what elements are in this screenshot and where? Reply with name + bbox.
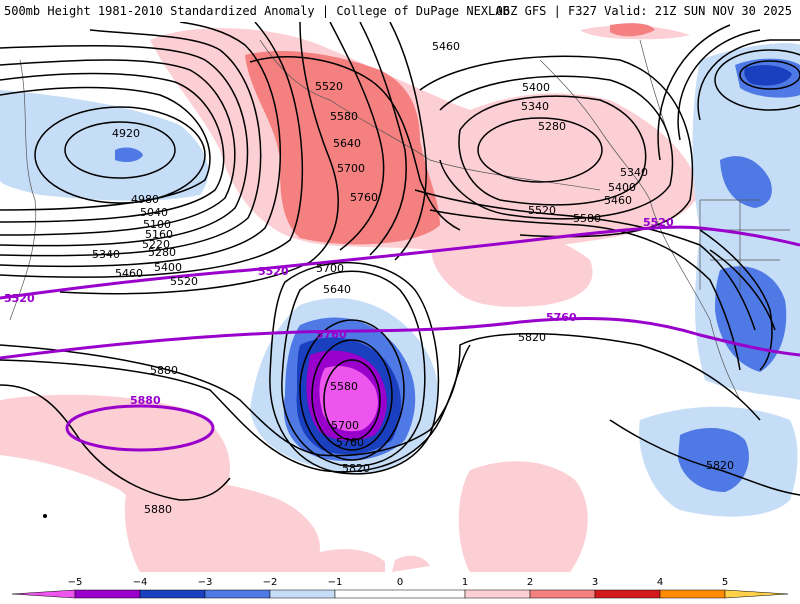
- contour-label: 5700: [331, 419, 359, 432]
- colorbar-tick-label: 5: [722, 577, 728, 588]
- contour-label: 5880: [150, 364, 178, 377]
- contour-label: 5880: [144, 503, 172, 516]
- contour-label: 5280: [538, 120, 566, 133]
- colorbar-segment: [595, 590, 660, 598]
- contour-label: 5640: [333, 137, 361, 150]
- reference-label: 5520: [258, 265, 289, 278]
- contour-label: 5760: [350, 191, 378, 204]
- colorbar-tick-label: −5: [68, 577, 83, 588]
- colorbar-tick-label: 3: [592, 577, 598, 588]
- negative-anomaly-area: [0, 90, 208, 201]
- contour-label: 5460: [432, 40, 460, 53]
- colorbar-tick-label: −4: [133, 577, 148, 588]
- positive-anomaly-area: [392, 556, 430, 572]
- reference-label: 5520: [4, 292, 35, 305]
- contour-label: 5820: [342, 462, 370, 475]
- contour-label: 5760: [336, 436, 364, 449]
- colorbar-tick-label: −2: [263, 577, 278, 588]
- colorbar-segment: [75, 590, 140, 598]
- reference-label: 5760: [316, 328, 347, 341]
- colorbar-tick-label: −3: [198, 577, 213, 588]
- colorbar-segment: [205, 590, 270, 598]
- reference-label: 5760: [546, 311, 577, 324]
- colorbar-segment: [660, 590, 725, 598]
- contour-label: 5520: [315, 80, 343, 93]
- contour-label: 5460: [604, 194, 632, 207]
- positive-anomaly-area: [459, 461, 588, 572]
- map-title: 500mb Height 1981-2010 Standardized Anom…: [4, 4, 510, 18]
- contour-label: 5520: [170, 275, 198, 288]
- contour-label: 5280: [148, 246, 176, 259]
- reference-label: 5520: [643, 216, 674, 229]
- contour-label: 5400: [154, 261, 182, 274]
- colorbar-tick-label: 1: [462, 577, 468, 588]
- contour-label: 5820: [518, 331, 546, 344]
- colorbar-right-arrow-icon: [725, 590, 788, 598]
- contour-label: 5640: [323, 283, 351, 296]
- colorbar-tick-label: 0: [397, 577, 403, 588]
- colorbar-tick-label: 4: [657, 577, 663, 588]
- island-marker: [43, 514, 47, 518]
- contour-label: 5580: [330, 110, 358, 123]
- contour-label: 5520: [528, 204, 556, 217]
- map-header: 500mb Height 1981-2010 Standardized Anom…: [0, 0, 800, 22]
- contour-label: 5580: [573, 212, 601, 225]
- model-run-info: 06Z GFS | F327 Valid: 21Z SUN NOV 30 202…: [496, 4, 792, 18]
- anomaly-map: 5460 5400 5340 5280 5520 5580 5640 5700 …: [0, 22, 800, 574]
- contour-label: 5340: [521, 100, 549, 113]
- colorbar-segment: [530, 590, 595, 598]
- colorbar-segment: [270, 590, 335, 598]
- reference-label: 5880: [130, 394, 161, 407]
- contour-label: 5400: [608, 181, 636, 194]
- contour-label: 5340: [92, 248, 120, 261]
- colorbar-tick-label: 2: [527, 577, 533, 588]
- contour-label: 5460: [115, 267, 143, 280]
- contour-label: 5820: [706, 459, 734, 472]
- contour-label: 4980: [131, 193, 159, 206]
- contour-label: 5700: [316, 262, 344, 275]
- contour-label: 5700: [337, 162, 365, 175]
- contour-label: 4920: [112, 127, 140, 140]
- colorbar-left-arrow-icon: [12, 590, 75, 598]
- contour-label: 5580: [330, 380, 358, 393]
- contour-label: 5340: [620, 166, 648, 179]
- positive-anomaly-area: [125, 478, 320, 572]
- colorbar: −5 −4 −3 −2 −1 0 1 2 3 4 5: [0, 574, 800, 600]
- colorbar-tick-label: −1: [328, 577, 343, 588]
- colorbar-segment: [335, 590, 465, 598]
- contour-label: 5400: [522, 81, 550, 94]
- colorbar-segment: [140, 590, 205, 598]
- colorbar-segment: [465, 590, 530, 598]
